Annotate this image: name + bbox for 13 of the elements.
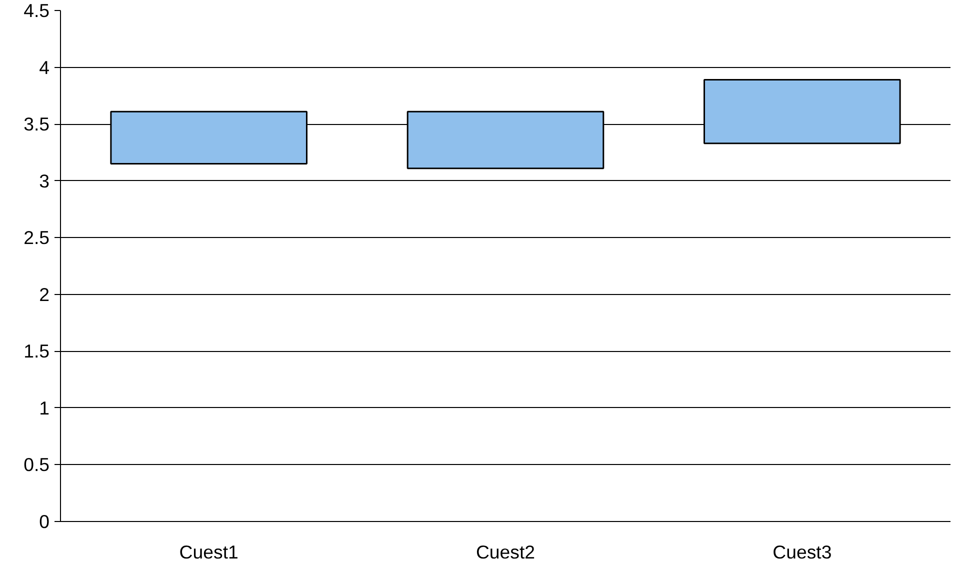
- y-tick-label: 3: [39, 170, 50, 192]
- y-tick-label: 0: [39, 511, 50, 532]
- y-tick-label: 4: [39, 56, 50, 78]
- y-tick-label: 0.5: [24, 454, 50, 476]
- x-tick-label: Cuest2: [476, 542, 536, 562]
- y-tick-label: 1.5: [24, 340, 50, 362]
- y-tick-label: 2: [39, 284, 50, 305]
- x-tick-label: Cuest1: [179, 542, 238, 562]
- x-tick-label: Cuest3: [772, 542, 832, 562]
- y-tick-label: 3.5: [24, 114, 50, 135]
- y-tick-label: 2.5: [24, 227, 50, 248]
- y-tick-label: 4.5: [24, 0, 50, 21]
- y-tick-label: 1: [39, 397, 50, 418]
